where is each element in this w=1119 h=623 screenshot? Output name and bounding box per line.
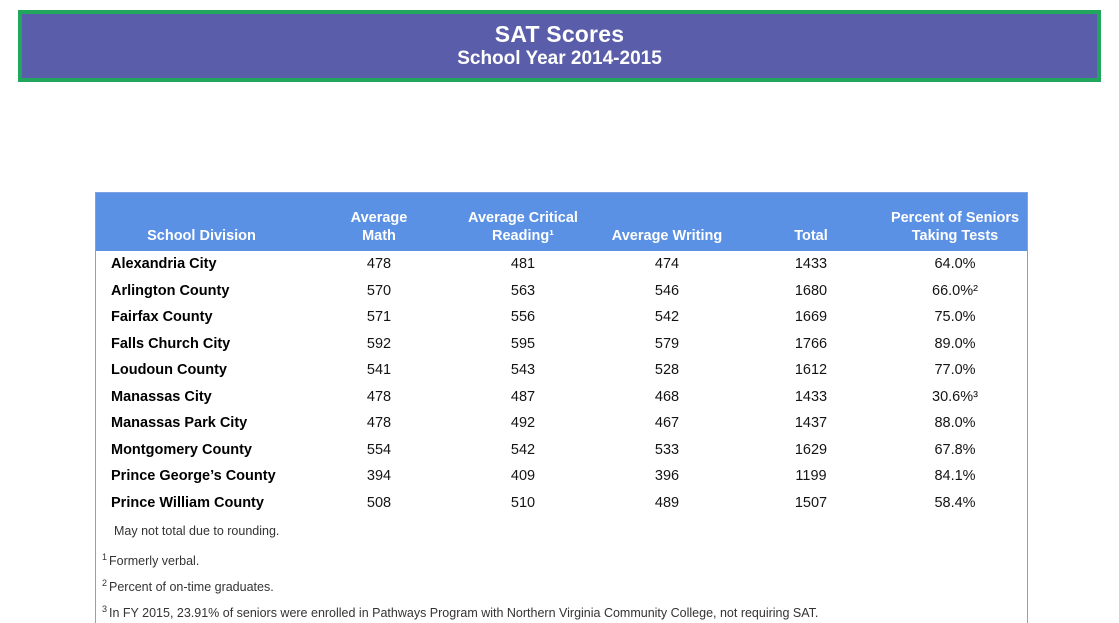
column-header: Average Math [307, 193, 451, 251]
footnotes: May not total due to rounding. 1 Formerly … [96, 516, 1027, 623]
cell-school-division: Prince William County [111, 494, 264, 511]
sat-scores-table: School Division Average Math Average Criti… [95, 192, 1028, 623]
cell-school-division: Prince George’s County [111, 468, 276, 485]
cell-value: 1669 [794, 309, 828, 326]
cell-school-division: Alexandria City [111, 256, 217, 273]
cell-value: 75.0% [934, 309, 976, 326]
cell-value: 556 [510, 309, 536, 326]
footnote: May not total due to rounding. [102, 518, 1019, 544]
cell-school-division: Manassas Park City [111, 415, 248, 432]
cell-value: 1680 [794, 282, 828, 299]
cell-value: 533 [654, 441, 680, 458]
cell-value: 563 [510, 282, 536, 299]
cell-value: 595 [510, 335, 536, 352]
cell-value: 1437 [794, 415, 828, 432]
table-row: Arlington County 570 563 546 1680 66.0%² [96, 278, 1027, 305]
cell-value: 543 [510, 362, 536, 379]
cell-value: 546 [654, 282, 680, 299]
cell-value: 30.6%³ [932, 388, 978, 405]
cell-value: 468 [654, 388, 680, 405]
cell-school-division: Manassas City [111, 388, 212, 405]
cell-value: 489 [654, 494, 680, 511]
cell-value: 1766 [794, 335, 828, 352]
cell-value: 1507 [794, 494, 828, 511]
table-header-row: School Division Average Math Average Criti… [96, 193, 1027, 251]
cell-value: 542 [654, 309, 680, 326]
cell-value: 492 [510, 415, 536, 432]
cell-value: 542 [510, 441, 536, 458]
cell-value: 66.0%² [932, 282, 978, 299]
footnote-marker: 3 [102, 604, 108, 614]
cell-value: 508 [366, 494, 392, 511]
footnote: 1 Formerly verbal. [102, 544, 1019, 570]
cell-value: 474 [654, 256, 680, 273]
cell-value: 467 [654, 415, 680, 432]
cell-value: 571 [366, 309, 392, 326]
cell-school-division: Loudoun County [111, 362, 227, 379]
cell-value: 1612 [794, 362, 828, 379]
cell-value: 394 [366, 468, 392, 485]
cell-value: 592 [366, 335, 392, 352]
column-header: Average Writing [595, 193, 739, 251]
column-header: Percent of Seniors Taking Tests [883, 193, 1027, 251]
banner-subtitle: School Year 2014-2015 [457, 47, 662, 69]
cell-value: 88.0% [934, 415, 976, 432]
cell-value: 579 [654, 335, 680, 352]
footnote: 3 In FY 2015, 23.91% of seniors were enro… [102, 596, 1019, 622]
cell-value: 528 [654, 362, 680, 379]
table-body: Alexandria City 478 481 474 1433 64.0% Arlingt… [96, 251, 1027, 516]
cell-value: 1433 [794, 256, 828, 273]
cell-value: 1433 [794, 388, 828, 405]
table-row: Prince George’s County 394 409 396 1199 84.1% [96, 463, 1027, 490]
column-header: Total [739, 193, 883, 251]
banner-title: SAT Scores [494, 21, 625, 48]
footnote-text: Formerly verbal. [109, 554, 200, 569]
table-row: Manassas City 478 487 468 1433 30.6%³ [96, 384, 1027, 411]
title-banner: SAT Scores School Year 2014-2015 [18, 10, 1101, 82]
cell-value: 478 [366, 256, 392, 273]
footnote: 2 Percent of on-time graduates. [102, 570, 1019, 596]
cell-value: 64.0% [934, 256, 976, 273]
cell-value: 396 [654, 468, 680, 485]
cell-value: 58.4% [934, 494, 976, 511]
table-row: Manassas Park City 478 492 467 1437 88.0% [96, 410, 1027, 437]
cell-school-division: Falls Church City [111, 335, 231, 352]
cell-value: 89.0% [934, 335, 976, 352]
table-row: Alexandria City 478 481 474 1433 64.0% [96, 251, 1027, 278]
cell-value: 409 [510, 468, 536, 485]
cell-value: 510 [510, 494, 536, 511]
cell-school-division: Arlington County [111, 282, 230, 299]
table-row: Falls Church City 592 595 579 1766 89.0% [96, 331, 1027, 358]
cell-value: 554 [366, 441, 392, 458]
table-row: Loudoun County 541 543 528 1612 77.0% [96, 357, 1027, 384]
cell-value: 481 [510, 256, 536, 273]
cell-value: 541 [366, 362, 392, 379]
footnote-marker: 2 [102, 578, 108, 588]
cell-value: 478 [366, 415, 392, 432]
column-header: School Division [96, 193, 307, 251]
column-header: Average Critical Reading¹ [451, 193, 595, 251]
cell-value: 1629 [794, 441, 828, 458]
table-row: Fairfax County 571 556 542 1669 75.0% [96, 304, 1027, 331]
sat-table: School Division Average Math Average Criti… [96, 193, 1027, 516]
cell-value: 487 [510, 388, 536, 405]
footnote-text: In FY 2015, 23.91% of seniors were enrol… [109, 606, 819, 621]
cell-value: 77.0% [934, 362, 976, 379]
footnote-text: Percent of on-time graduates. [109, 580, 274, 595]
table-row: Prince William County 508 510 489 1507 58.4% [96, 490, 1027, 517]
footnote-text: May not total due to rounding. [114, 524, 280, 538]
footnote-marker: 1 [102, 552, 108, 562]
cell-school-division: Montgomery County [111, 441, 252, 458]
cell-value: 1199 [795, 468, 827, 485]
cell-value: 570 [366, 282, 392, 299]
cell-value: 478 [366, 388, 392, 405]
cell-school-division: Fairfax County [111, 309, 213, 326]
cell-value: 67.8% [934, 441, 976, 458]
table-row: Montgomery County 554 542 533 1629 67.8% [96, 437, 1027, 464]
cell-value: 84.1% [934, 468, 976, 485]
